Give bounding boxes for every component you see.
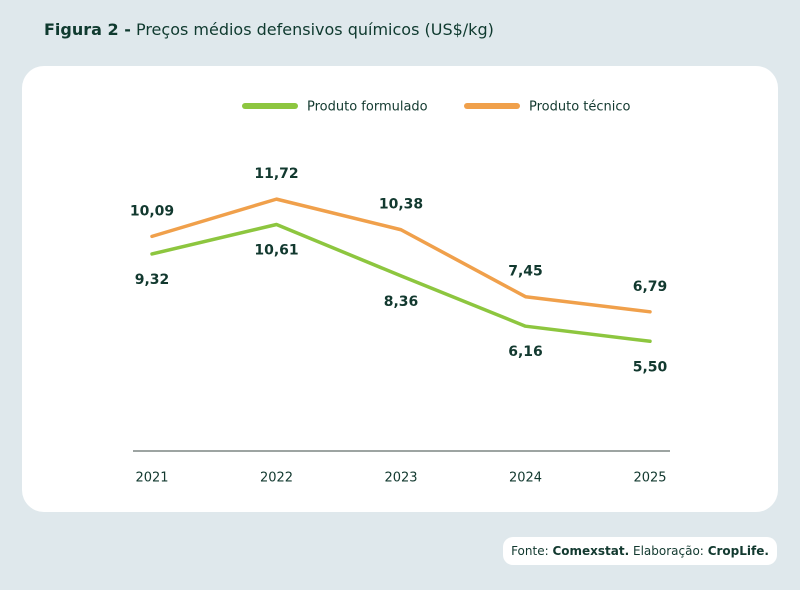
figure-label: Figura 2 - bbox=[44, 20, 131, 39]
credit-label: Elaboração: bbox=[633, 544, 704, 558]
source: Comexstat. bbox=[552, 544, 630, 558]
x-tick-label: 2021 bbox=[135, 471, 168, 486]
x-tick-label: 2025 bbox=[633, 471, 666, 486]
series-line bbox=[150, 197, 652, 314]
credit: CropLife. bbox=[707, 544, 769, 558]
value-label: 8,36 bbox=[384, 294, 419, 310]
value-label: 6,79 bbox=[633, 279, 668, 295]
value-label: 10,38 bbox=[379, 197, 423, 213]
value-label: 10,61 bbox=[254, 242, 298, 258]
legend-label: Produto técnico bbox=[529, 100, 631, 115]
value-label: 9,32 bbox=[135, 272, 170, 288]
x-tick-label: 2024 bbox=[509, 471, 542, 486]
value-label: 5,50 bbox=[633, 359, 668, 375]
value-label: 6,16 bbox=[508, 344, 543, 360]
x-tick-label: 2022 bbox=[260, 471, 293, 486]
value-label: 11,72 bbox=[254, 166, 298, 182]
value-label: 7,45 bbox=[508, 264, 543, 280]
x-tick-label: 2023 bbox=[384, 471, 417, 486]
value-label: 10,09 bbox=[130, 203, 174, 219]
title-text: Preços médios defensivos químicos (US$/k… bbox=[135, 20, 494, 39]
chart-card bbox=[22, 66, 778, 512]
source-note: Fonte: Comexstat. Elaboração: CropLife. bbox=[503, 537, 777, 565]
chart-title: Figura 2 - Preços médios defensivos quím… bbox=[44, 20, 494, 39]
series-line bbox=[150, 222, 652, 344]
legend-label: Produto formulado bbox=[307, 100, 428, 115]
source-label: Fonte: bbox=[511, 544, 549, 558]
